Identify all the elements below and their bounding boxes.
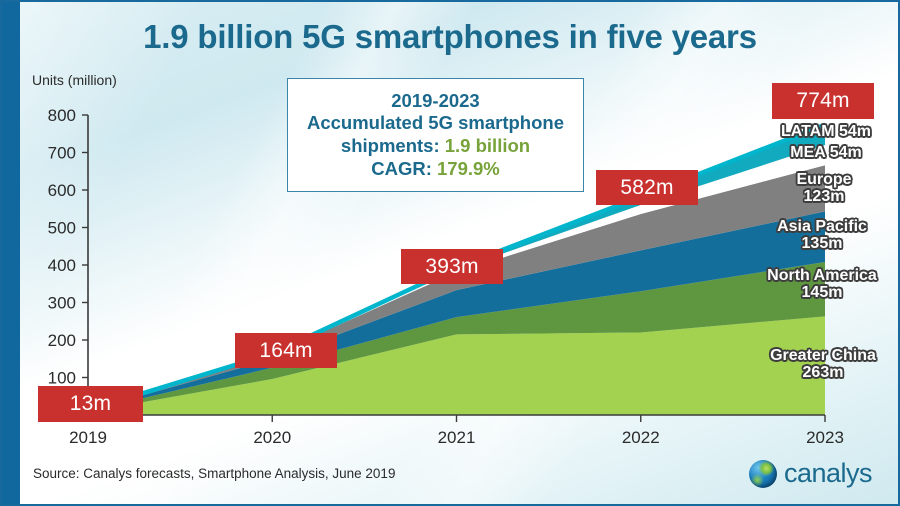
y-tick-label-500: 500 [48,219,76,238]
x-tick-label-2023: 2023 [806,428,844,447]
x-tick-label-2021: 2021 [438,428,476,447]
y-tick-label-700: 700 [48,144,76,163]
y-tick-label-400: 400 [48,256,76,275]
area-mea [88,145,825,411]
y-tick-label-800: 800 [48,106,76,125]
callout-2020: 164m [235,333,337,368]
y-tick-label-100: 100 [48,369,76,388]
series-label-europe: Europe 123m [758,171,890,206]
infobox-line-4-prefix: CAGR: [371,157,438,179]
logo-wordmark: canalys [783,458,873,488]
callout-2022: 582m [596,170,698,205]
series-label-latam: LATAM 54m [780,123,872,140]
area-europe [88,165,825,411]
series-label-north-america: North America 145m [748,267,896,302]
y-tick-group: 0100200300400500600700800 [48,106,88,425]
canalys-logo: canalys [748,458,873,489]
series-label-greater-china-value: 263m [802,363,844,381]
series-label-asia-pacific-name: Asia Pacific [777,218,867,235]
callout-2019: 13m [38,386,143,422]
series-label-greater-china-name: Greater China [770,347,876,364]
left-accent-bar [0,0,20,506]
y-tick-label-600: 600 [48,181,76,200]
x-tick-label-2020: 2020 [253,428,291,447]
series-label-asia-pacific-value: 135m [801,234,843,252]
x-tick-label-2022: 2022 [622,428,660,447]
series-label-north-america-value: 145m [801,283,843,301]
y-axis-label: Units (million) [32,72,117,88]
infobox-line-3: shipments: 1.9 billion [341,135,530,158]
source-note: Source: Canalys forecasts, Smartphone An… [33,466,396,481]
infobox-line-4: CAGR: 179.9% [371,158,500,181]
callout-2021: 393m [401,249,503,284]
y-tick-label-200: 200 [48,331,76,350]
area-greater-china [88,316,825,415]
series-label-europe-name: Europe [796,171,852,188]
x-tick-group: 2019 2020 2021 2022 2023 [69,415,844,447]
infobox-line-4-value: 179.9% [437,157,500,179]
page-title: 1.9 billion 5G smartphones in five years [143,18,757,55]
series-label-europe-value: 123m [803,187,845,205]
infobox-line-3-prefix: shipments: [340,135,445,156]
area-north-america [88,262,825,412]
infobox-line-1: 2019-2023 [391,89,480,111]
summary-callout-box: 2019-2023 Accumulated 5G smartphone ship… [287,78,584,192]
series-label-greater-china: Greater China 263m [752,347,894,382]
infobox-line-3-value: 1.9 billion [444,135,531,156]
series-label-asia-pacific: Asia Pacific 135m [752,218,892,253]
x-tick-label-2019: 2019 [69,428,107,447]
series-label-north-america-name: North America [767,267,877,284]
infobox-line-2: Accumulated 5G smartphone [306,112,564,134]
globe-icon [748,459,777,488]
y-tick-label-300: 300 [48,294,76,313]
series-label-mea: MEA 54m [790,144,862,161]
callout-2023: 774m [772,83,874,119]
